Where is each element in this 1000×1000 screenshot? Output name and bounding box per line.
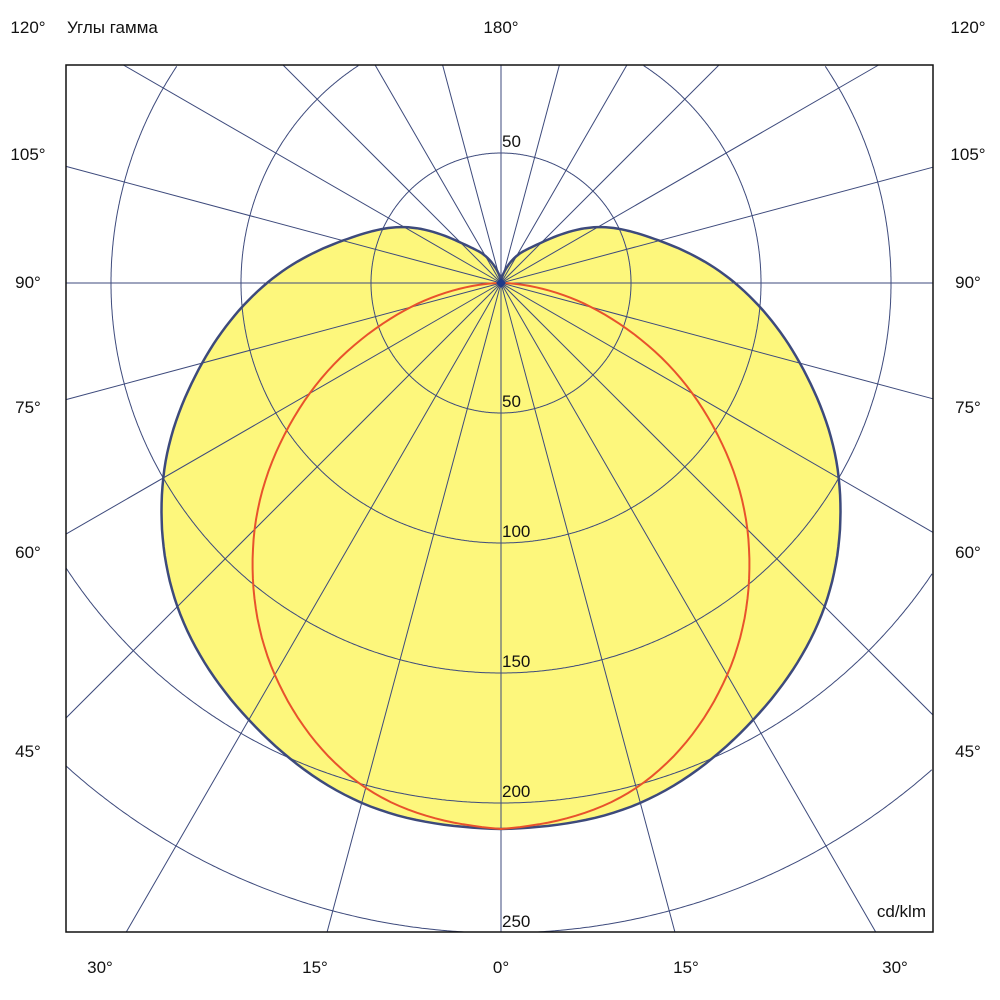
grid-spoke (500, 282, 676, 933)
plot-frame (65, 64, 934, 933)
angle-label-right: 90° (955, 273, 981, 292)
grid-spoke (500, 64, 879, 284)
grid-spoke (125, 282, 502, 933)
angle-label-left: 45° (15, 742, 41, 761)
grid-spoke (65, 282, 502, 719)
angle-label-top: 180° (483, 18, 519, 37)
angle-label-bottom: 15° (673, 958, 699, 977)
radial-tick-label-upper: 50 (502, 132, 521, 151)
grid-spoke (500, 64, 720, 284)
grid-circle (65, 567, 933, 804)
grid-spoke (123, 64, 502, 284)
radial-tick-label: 100 (502, 522, 530, 541)
angle-label-left: 60° (15, 543, 41, 562)
grid-spoke (500, 64, 560, 284)
angle-label-left: 120° (10, 18, 46, 37)
grid-spoke (500, 282, 877, 933)
grid-spoke (500, 282, 934, 716)
angle-label-right: 120° (950, 18, 986, 37)
angle-label-bottom: 0° (492, 958, 510, 977)
radial-tick-label: 50 (502, 392, 521, 411)
angle-label-left: 90° (15, 273, 41, 292)
grid-spoke (500, 282, 934, 533)
angle-label-right: 60° (955, 543, 981, 562)
angle-label-right: 105° (950, 145, 986, 164)
chart-title: Углы гамма (67, 18, 158, 37)
angle-label-right: 75° (955, 398, 981, 417)
angle-label-left: 105° (10, 145, 46, 164)
angle-label-bottom: 30° (882, 958, 908, 977)
grid-spoke (374, 64, 502, 284)
center-marker (496, 278, 506, 288)
angle-label-bottom: 15° (302, 958, 328, 977)
grid-circle (110, 66, 892, 674)
grid-spoke (65, 282, 502, 535)
radial-tick-label: 150 (502, 652, 530, 671)
angle-label-left: 75° (15, 398, 41, 417)
unit-label: cd/klm (876, 902, 926, 921)
grid-spoke (65, 282, 502, 401)
grid-spoke (500, 282, 934, 400)
grid-circle (240, 65, 762, 544)
angle-label-right: 45° (955, 742, 981, 761)
grid-spoke (500, 166, 934, 284)
grid-spoke (282, 64, 502, 284)
angle-label-bottom: 30° (87, 958, 113, 977)
grid-spoke (326, 282, 502, 933)
radial-tick-label: 250 (502, 912, 530, 931)
grid-spoke (442, 64, 502, 284)
plot-area (65, 64, 934, 933)
grid-spoke (65, 165, 502, 284)
grid-circle (65, 765, 933, 933)
grid-spoke (500, 64, 628, 284)
radial-tick-label: 200 (502, 782, 530, 801)
